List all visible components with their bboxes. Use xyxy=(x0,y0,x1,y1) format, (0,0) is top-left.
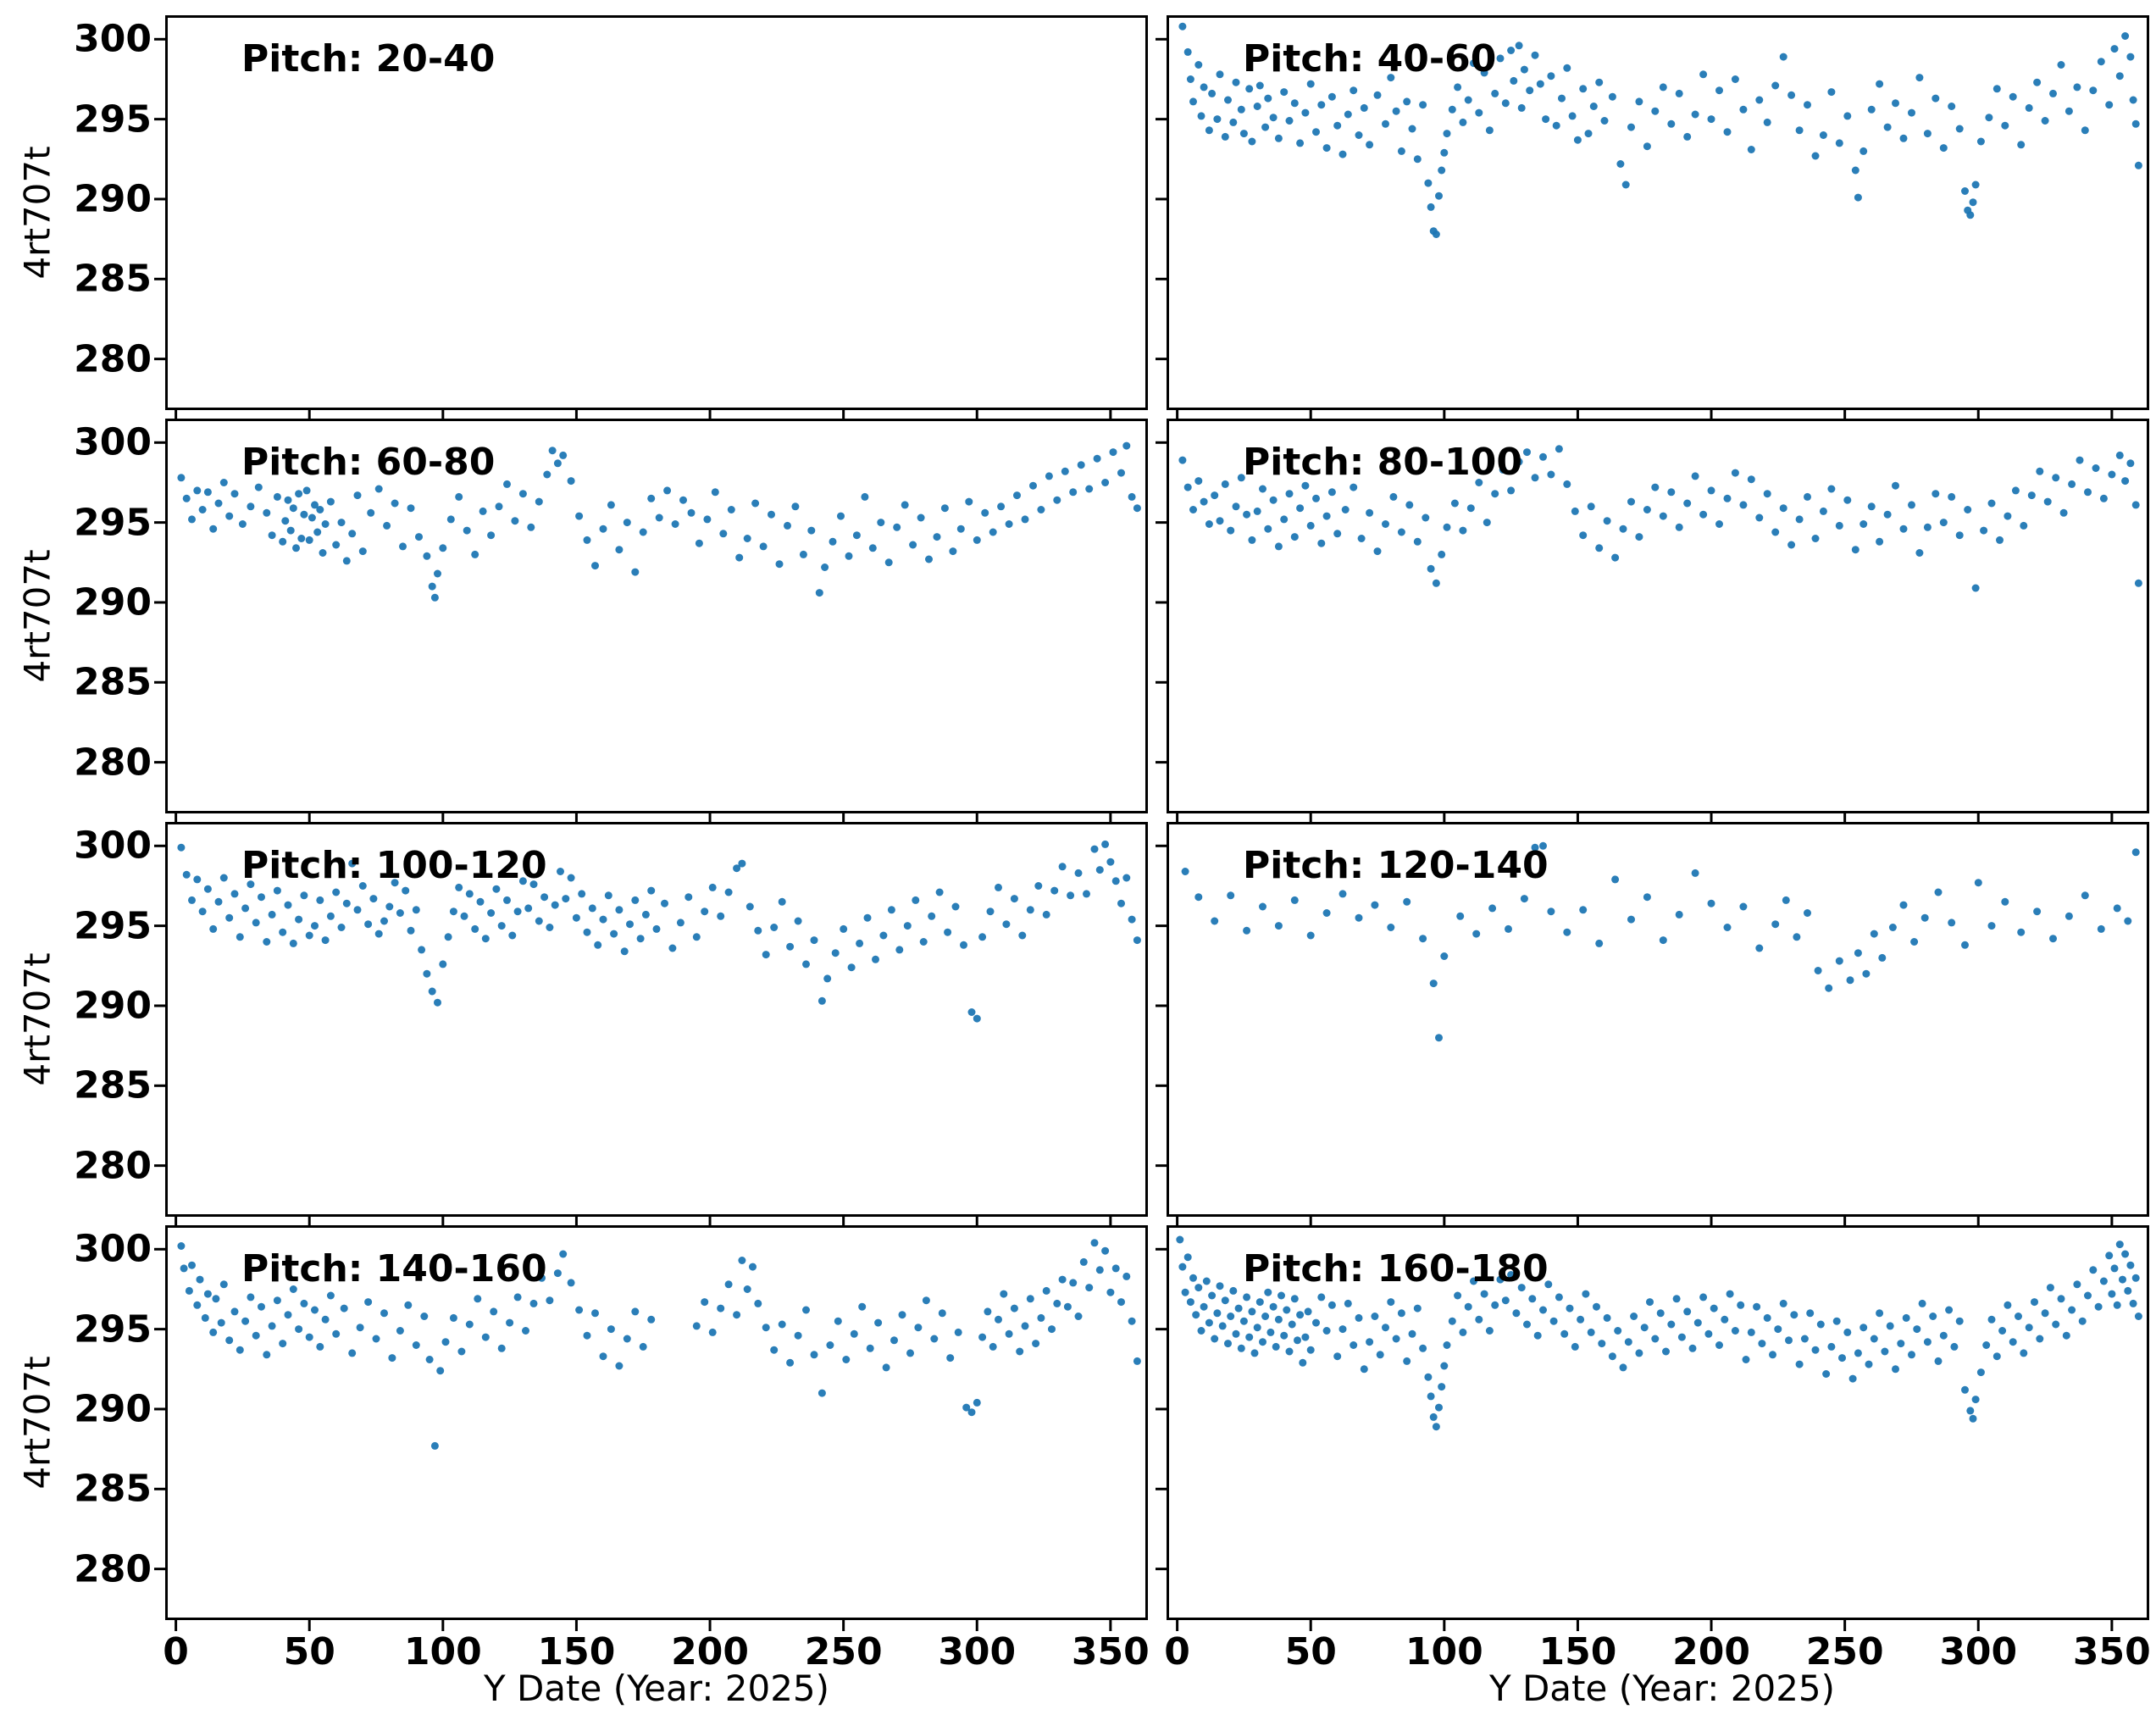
x-tick-label: 150 xyxy=(1538,1630,1617,1673)
y-tick-label: 280 xyxy=(74,1547,152,1591)
y-tick-label: 290 xyxy=(74,984,152,1028)
x-tick-label: 0 xyxy=(1164,1630,1190,1673)
x-tick-label: 100 xyxy=(1405,1630,1483,1673)
x-tick-label: 200 xyxy=(671,1630,749,1673)
x-axis-label: Y Date (Year: 2025) xyxy=(1488,1668,1836,1709)
scatter-plot xyxy=(154,1225,1148,1631)
y-tick-label: 285 xyxy=(74,257,152,301)
x-tick-label: 350 xyxy=(2072,1630,2151,1673)
panel-annotation: Pitch: 160-180 xyxy=(1243,1247,1549,1290)
scatter-plot xyxy=(1156,1225,2149,1631)
panel-annotation: Pitch: 140-160 xyxy=(241,1247,547,1290)
y-tick-label: 280 xyxy=(74,741,152,785)
scatter-plot xyxy=(154,822,1148,1228)
x-tick-label: 250 xyxy=(804,1630,883,1673)
plot-panel: Pitch: 20-40 280 285 290 295 300 xyxy=(74,15,1148,421)
x-tick-label: 300 xyxy=(1939,1630,2018,1673)
y-tick-label: 295 xyxy=(74,97,152,142)
y-tick-label: 280 xyxy=(74,337,152,381)
x-tick-label: 300 xyxy=(938,1630,1017,1673)
y-tick-label: 295 xyxy=(74,904,152,948)
plot-panel: Pitch: 120-140 xyxy=(1156,822,2149,1228)
scatter-plot xyxy=(154,419,1148,824)
panel-annotation: Pitch: 20-40 xyxy=(241,37,496,80)
plot-panel: Pitch: 80-100 xyxy=(1156,419,2149,824)
y-axis-label: 4rt707t xyxy=(16,952,58,1086)
plot-panel: Pitch: 100-120 280 285 290 295 300 xyxy=(74,822,1148,1228)
y-tick-label: 300 xyxy=(74,824,152,868)
y-axis-label: 4rt707t xyxy=(16,549,58,683)
x-tick-label: 200 xyxy=(1672,1630,1750,1673)
panel-annotation: Pitch: 100-120 xyxy=(241,844,547,887)
plot-panel: Pitch: 40-60 xyxy=(1156,15,2149,421)
plots-grid: Pitch: 20-40 280 285 290 295 300 Pitch: 40-6… xyxy=(74,15,2151,1673)
panel-annotation: Pitch: 80-100 xyxy=(1243,441,1523,484)
y-tick-label: 300 xyxy=(74,1227,152,1271)
panel-annotation: Pitch: 60-80 xyxy=(241,441,496,484)
plot-panel: Pitch: 160-180 0 50 100 150 200 250 300 350 xyxy=(1156,1225,2151,1673)
scatter-plot xyxy=(1156,15,2149,421)
x-tick-label: 0 xyxy=(163,1630,189,1673)
x-tick-label: 100 xyxy=(403,1630,482,1673)
y-tick-label: 290 xyxy=(74,1387,152,1431)
y-tick-label: 300 xyxy=(74,420,152,464)
scatter-plot xyxy=(1156,419,2149,824)
x-tick-label: 250 xyxy=(1805,1630,1884,1673)
plot-panel: Pitch: 140-160 280 285 290 295 300 0 50 100 150 2… xyxy=(74,1225,1150,1673)
y-tick-label: 300 xyxy=(74,17,152,61)
x-axis-label: Y Date (Year: 2025) xyxy=(483,1668,830,1709)
y-tick-label: 295 xyxy=(74,501,152,545)
y-tick-label: 295 xyxy=(74,1307,152,1351)
x-tick-label: 50 xyxy=(1284,1630,1337,1673)
panel-annotation: Pitch: 120-140 xyxy=(1243,844,1549,887)
x-tick-label: 50 xyxy=(283,1630,335,1673)
y-axis-label: 4rt707t xyxy=(16,1356,58,1490)
plot-panel: Pitch: 60-80 280 285 290 295 300 xyxy=(74,419,1148,824)
x-tick-label: 350 xyxy=(1071,1630,1150,1673)
y-axis-label: 4rt707t xyxy=(16,146,58,280)
panel-annotation: Pitch: 40-60 xyxy=(1243,37,1497,80)
y-tick-label: 285 xyxy=(74,660,152,704)
y-tick-label: 285 xyxy=(74,1063,152,1107)
y-tick-label: 290 xyxy=(74,177,152,221)
y-tick-label: 290 xyxy=(74,580,152,624)
y-tick-label: 285 xyxy=(74,1467,152,1511)
y-tick-label: 280 xyxy=(74,1144,152,1188)
x-tick-label: 150 xyxy=(537,1630,616,1673)
